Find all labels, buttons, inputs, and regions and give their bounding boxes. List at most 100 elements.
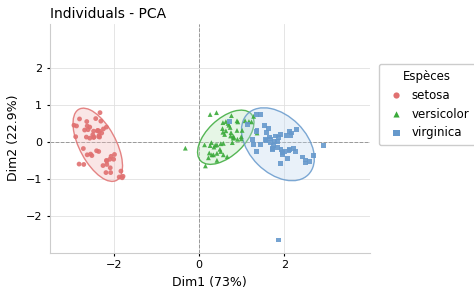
Point [118,176,126,180]
Point [102,170,110,175]
Point [287,133,294,138]
Point [281,149,289,154]
Point [84,127,92,132]
Point [107,154,115,159]
Point [257,112,264,117]
Point [241,118,249,123]
Point [250,114,257,119]
Point [286,129,293,133]
Point [95,134,102,139]
Point [223,154,231,159]
Point [98,131,106,135]
Point [102,125,110,129]
Point [219,152,227,157]
Point [261,123,268,128]
Point [80,162,88,167]
Point [320,143,328,148]
Point [83,152,91,157]
Point [89,133,97,137]
Point [250,142,257,147]
Point [205,155,212,160]
Point [217,141,225,146]
Point [227,133,234,138]
Point [253,128,261,132]
Point [94,128,101,133]
Point [213,142,221,147]
Point [96,129,103,133]
Point [87,152,94,157]
Point [262,137,269,142]
Ellipse shape [241,108,314,181]
Point [278,151,286,155]
Point [238,128,246,133]
Point [244,122,251,126]
Point [201,142,209,147]
Point [301,158,309,163]
Point [269,147,277,152]
Point [103,159,110,163]
Legend: setosa, versicolor, virginica: setosa, versicolor, virginica [379,64,474,145]
Point [310,153,318,158]
Point [234,137,241,142]
Point [75,162,83,166]
Text: Individuals - PCA: Individuals - PCA [50,7,166,21]
Point [237,134,245,139]
Point [290,146,297,151]
Point [76,117,83,121]
Point [234,120,242,124]
Point [99,163,107,168]
Point [117,169,125,173]
Point [270,143,277,148]
Point [230,135,238,140]
Point [288,131,295,135]
Point [86,136,93,141]
Point [219,130,227,135]
Point [283,156,291,160]
Point [107,170,114,175]
Point [219,120,227,125]
Point [221,132,228,137]
Point [70,123,78,128]
Point [73,124,80,128]
Point [106,157,114,162]
Point [83,124,91,128]
Point [94,128,101,133]
Point [267,140,274,145]
Point [301,161,309,165]
Point [265,135,273,139]
Point [110,157,118,162]
Ellipse shape [198,110,254,164]
Point [228,113,235,118]
Point [226,119,234,124]
Point [233,128,241,133]
Ellipse shape [73,108,123,181]
Point [96,135,103,139]
Point [274,136,282,140]
Point [96,110,104,115]
Point [213,151,221,156]
Point [217,149,225,154]
Point [222,119,230,124]
Point [229,134,237,139]
Point [107,165,114,170]
Point [253,129,260,134]
Point [111,152,118,157]
Point [286,147,293,152]
Point [292,127,300,132]
Point [253,112,260,117]
Point [213,110,220,115]
Point [83,119,91,124]
Point [93,148,100,153]
Point [213,158,221,163]
Point [90,129,97,133]
Point [299,155,307,160]
Point [201,164,209,168]
Point [245,119,253,124]
Point [229,136,237,141]
Y-axis label: Dim2 (22.9%): Dim2 (22.9%) [7,95,20,181]
Point [219,141,227,146]
Point [182,146,189,151]
Point [237,136,245,141]
Point [72,134,80,139]
Point [208,152,216,157]
